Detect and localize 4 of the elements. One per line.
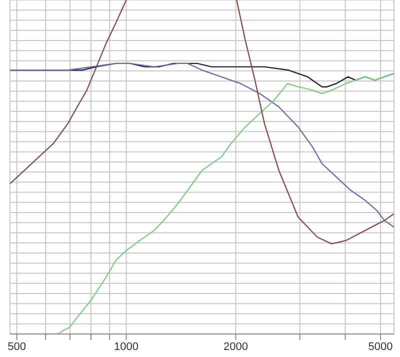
x-tick-label: 1000 [114,340,139,353]
x-tick-label: 2000 [224,340,248,353]
x-tick-label: 5000 [368,340,393,353]
x-tick-label: 500 [8,340,26,353]
